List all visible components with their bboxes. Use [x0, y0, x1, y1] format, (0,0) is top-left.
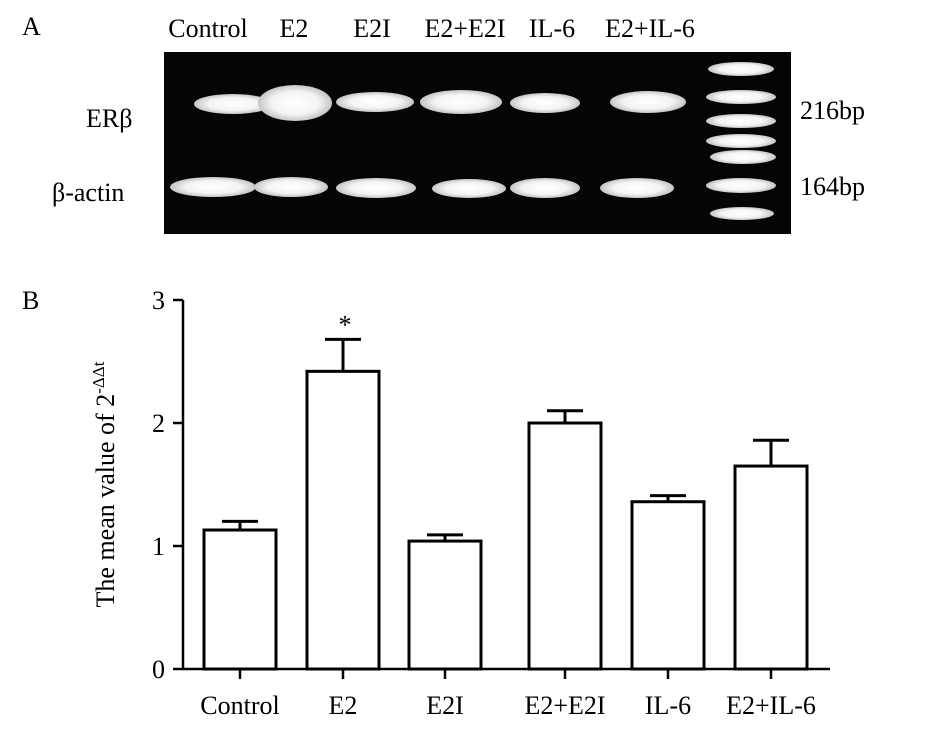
gel-image [164, 52, 791, 234]
bar [407, 539, 483, 671]
gel-ladder-band [706, 178, 776, 193]
gel-ladder-band [710, 150, 776, 164]
gel-lane-label-e2-e2i: E2+E2I [424, 14, 506, 43]
gel-band [170, 177, 256, 197]
panel-a-letter: A [22, 12, 41, 41]
bar [527, 421, 603, 671]
gel-band [600, 178, 674, 198]
gel-lane-label-e2-il6: E2+IL-6 [605, 14, 695, 43]
bar [733, 464, 809, 671]
y-tick-label: 3 [152, 286, 165, 315]
x-tick-label: E2I [426, 691, 464, 720]
x-tick-label: IL-6 [645, 691, 691, 720]
x-tick-label: E2+E2I [524, 691, 605, 720]
gel-lane-label-control: Control [168, 14, 248, 43]
gel-ladder-band [706, 134, 776, 148]
gel-band [254, 177, 328, 197]
y-tick-label: 2 [152, 409, 165, 438]
bar [202, 528, 278, 671]
bar [305, 369, 381, 671]
gel-band [610, 91, 686, 113]
panel-b-letter: B [22, 286, 40, 315]
y-tick-label: 0 [152, 655, 165, 684]
x-tick-label: Control [200, 691, 279, 720]
gel-bp-label-216: 216bp [800, 96, 865, 125]
x-tick-label: E2+IL-6 [726, 691, 816, 720]
significance-star: * [339, 310, 352, 339]
bar [630, 500, 706, 671]
y-axis-title: The mean value of 2-ΔΔt [89, 361, 120, 607]
gel-band [510, 93, 580, 113]
gel-band [194, 94, 272, 114]
gel-lane-label-e2: E2 [279, 14, 309, 43]
gel-ladder-band [710, 207, 774, 220]
gel-band [420, 90, 502, 114]
gel-bp-label-164: 164bp [800, 172, 865, 201]
gel-ladder-band [706, 90, 776, 104]
gel-band [432, 179, 506, 198]
gel-row-label-actin: β-actin [52, 178, 125, 207]
gel-row-label-erb: ERβ [86, 104, 133, 133]
gel-lane-label-il6: IL-6 [528, 14, 576, 43]
gel-band [336, 92, 414, 112]
y-tick-label: 1 [152, 532, 165, 561]
gel-ladder-band [708, 62, 774, 76]
gel-band [258, 85, 332, 121]
gel-ladder-band [706, 114, 776, 128]
x-tick-label: E2 [329, 691, 358, 720]
gel-lane-label-e2i: E2I [353, 14, 391, 43]
gel-band [336, 178, 416, 198]
gel-band [510, 178, 580, 198]
